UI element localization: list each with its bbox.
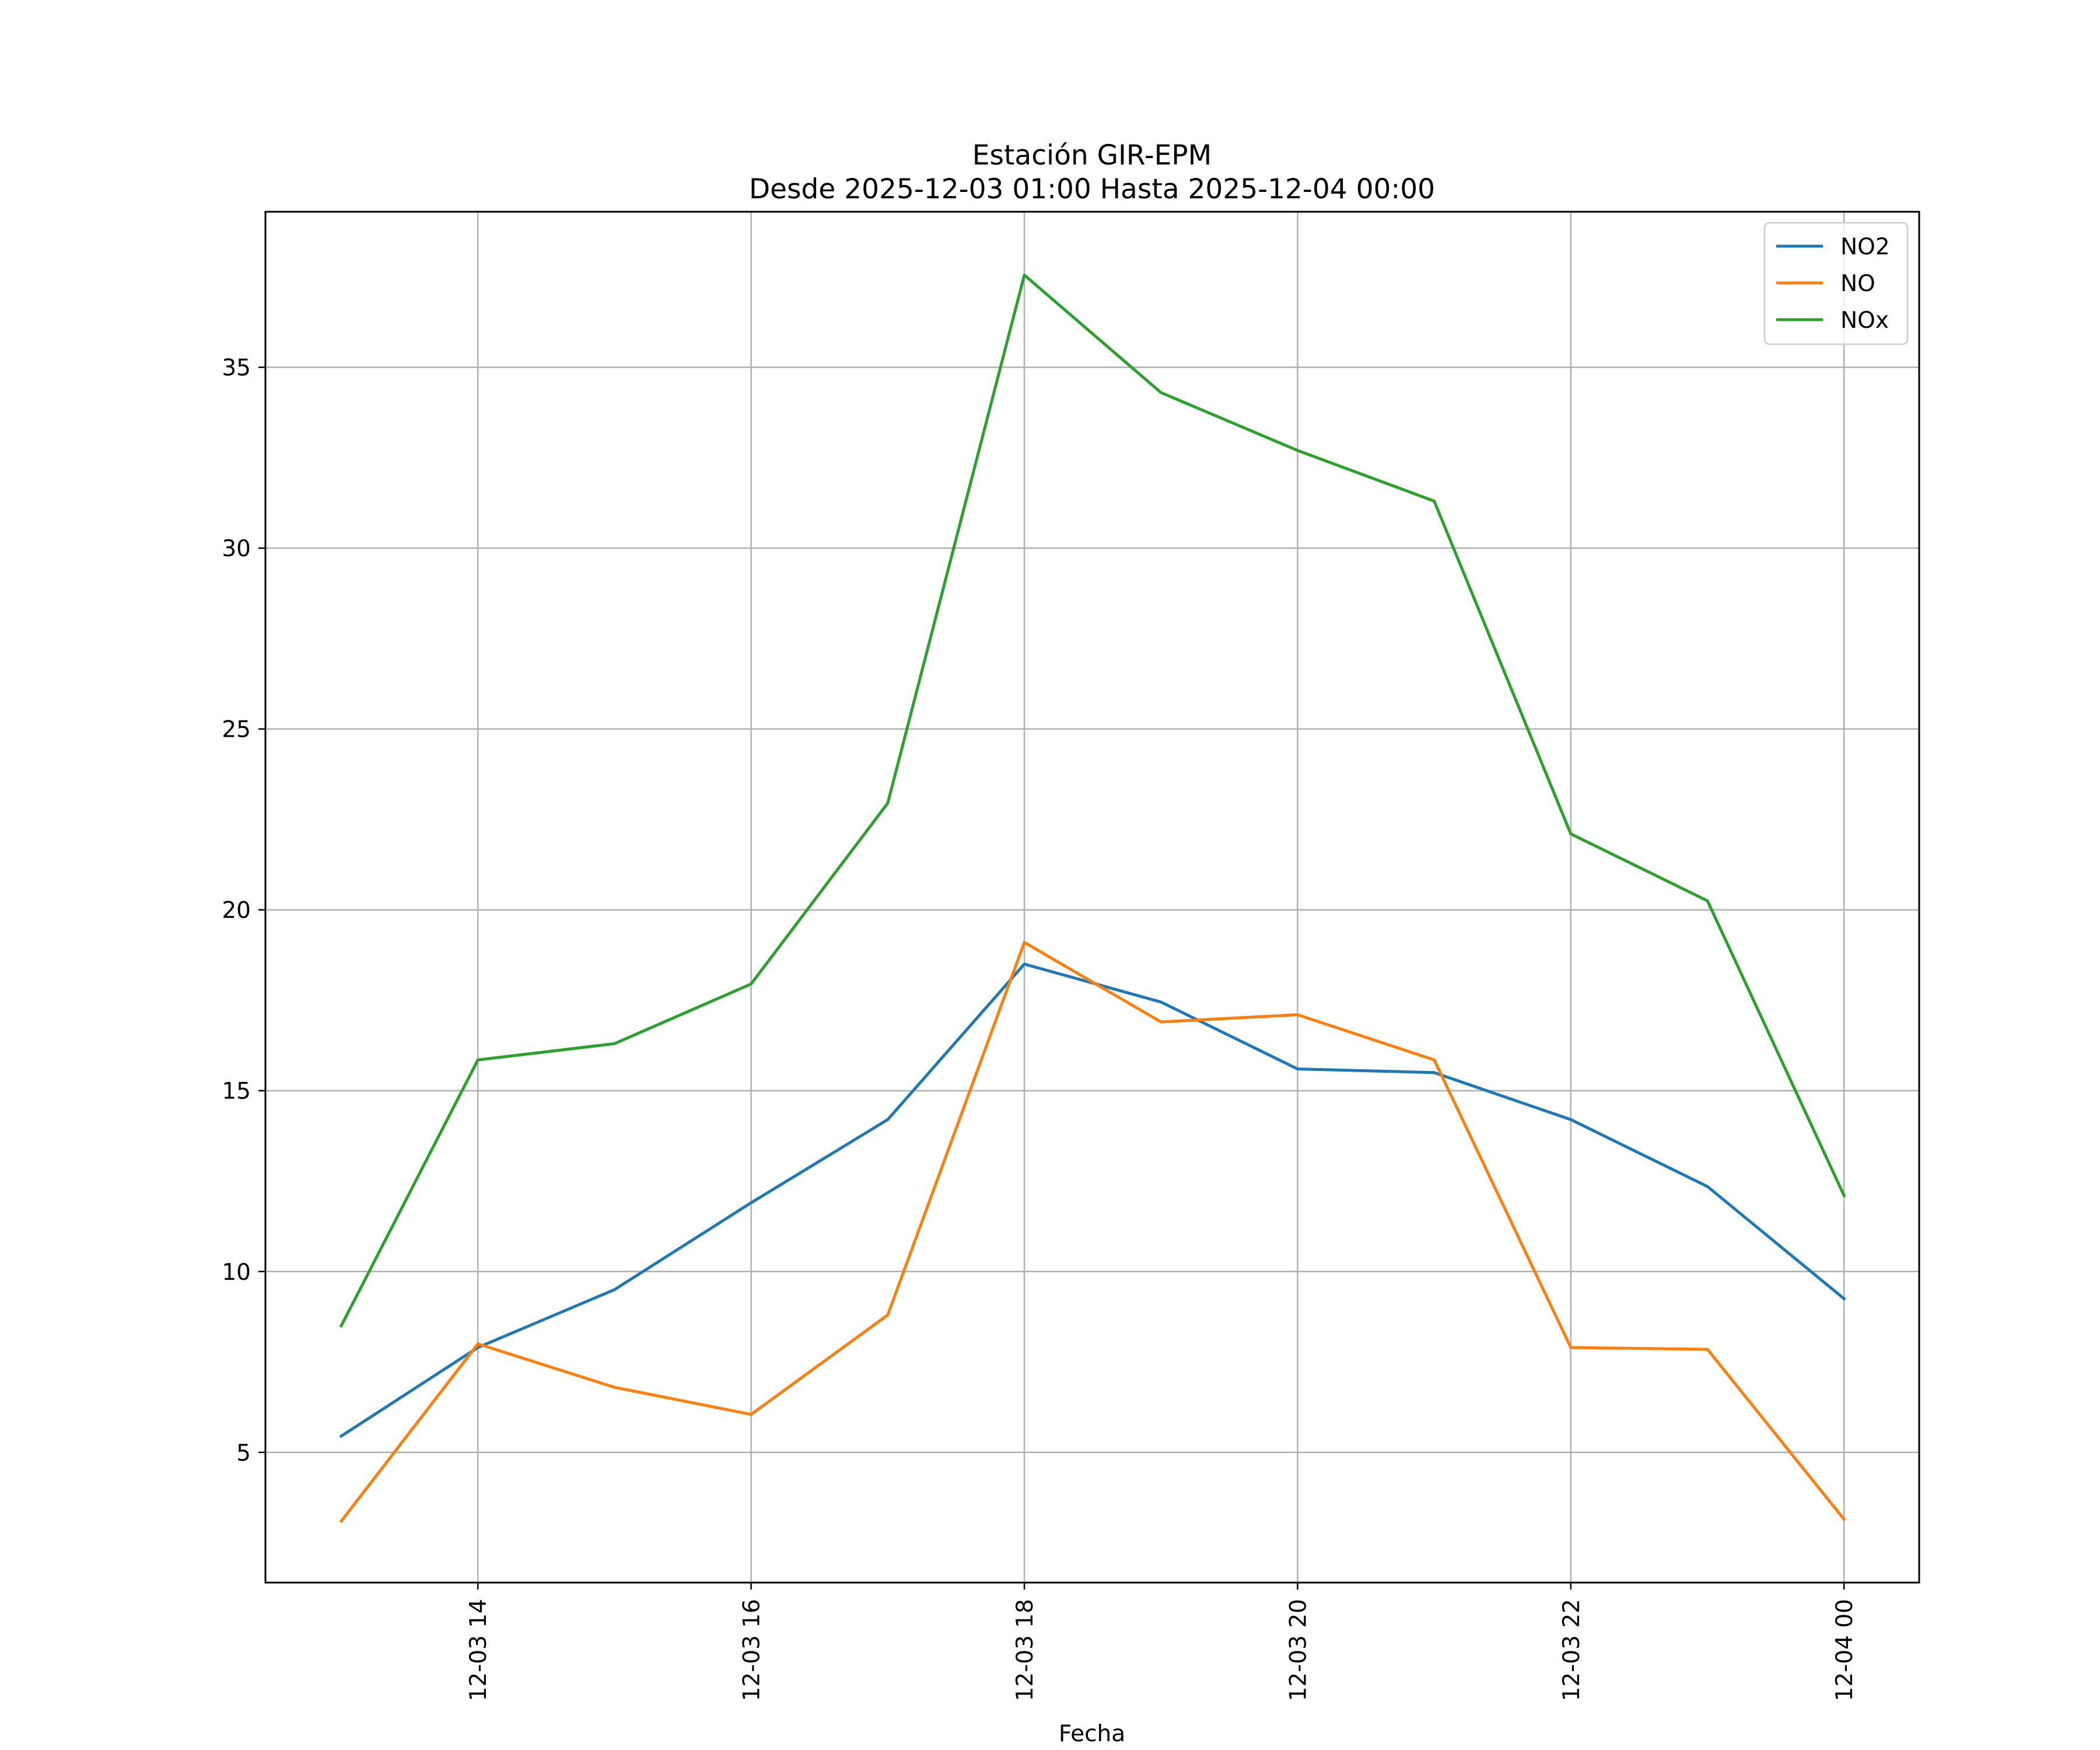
chart-subtitle: Desde 2025-12-03 01:00 Hasta 2025-12-04 … (749, 173, 1435, 205)
legend-label-no: NO (1840, 271, 1875, 297)
x-tick-label: 12-03 16 (739, 1599, 765, 1701)
x-axis-label: Fecha (1059, 1721, 1125, 1747)
y-tick-label: 25 (222, 717, 251, 743)
y-tick-label: 15 (222, 1079, 251, 1105)
x-axis: 12-03 14 12-03 16 12-03 18 12-03 20 12-03 22… (466, 1583, 1858, 1701)
series-line-no (339, 941, 1846, 1524)
x-tick-label: 12-04 00 (1832, 1599, 1858, 1701)
legend: NO2 NO NOx (1763, 222, 1909, 345)
y-tick-label: 35 (222, 355, 251, 382)
x-tick-label: 12-03 20 (1285, 1599, 1311, 1701)
series-line-nox (339, 274, 1846, 1328)
legend-box (1763, 222, 1909, 345)
plot-frame (264, 211, 1920, 1584)
chart-title: Estación GIR-EPM (972, 139, 1212, 172)
legend-label-nox: NOx (1840, 307, 1889, 334)
y-tick-label: 10 (222, 1259, 251, 1286)
y-tick-label: 5 (236, 1440, 251, 1466)
series-lines (339, 274, 1846, 1524)
x-tick-label: 12-03 22 (1559, 1599, 1585, 1701)
grid-lines (265, 212, 1919, 1583)
legend-label-no2: NO2 (1840, 234, 1890, 260)
x-tick-label: 12-03 14 (466, 1599, 492, 1701)
y-axis: 5 10 15 20 25 30 35 (222, 355, 265, 1466)
x-tick-label: 12-03 18 (1012, 1599, 1038, 1701)
y-tick-label: 30 (222, 536, 251, 562)
y-tick-label: 20 (222, 898, 251, 924)
